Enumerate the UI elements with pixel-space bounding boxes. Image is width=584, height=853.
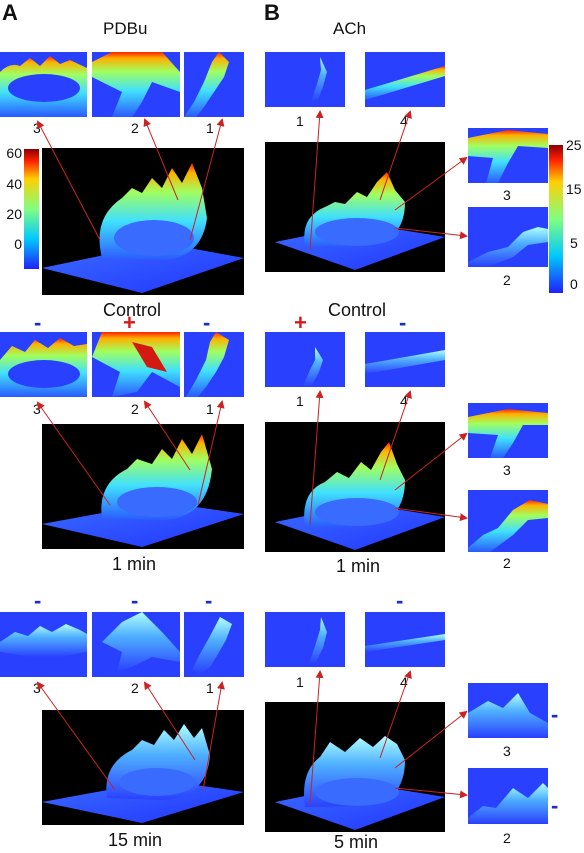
colorbar-tick: 20: [6, 206, 22, 222]
colorbar-tick: 60: [6, 145, 22, 161]
drug-label-pdbu: PDBu: [103, 19, 148, 38]
sign-minus: -: [551, 793, 559, 818]
thumb-b-5min-1: [265, 612, 345, 667]
condition-label: Control: [103, 300, 162, 320]
colorbar-tick: 0: [570, 276, 578, 292]
thumb-label: 1: [206, 401, 214, 417]
surface-plot-a-control: [42, 148, 244, 295]
thumb-b-control-1: [265, 52, 345, 107]
thumb-label: 4: [400, 113, 408, 129]
thumb-label: 2: [503, 272, 511, 288]
thumb-label: 3: [503, 462, 511, 478]
sign-minus: -: [131, 588, 139, 613]
thumb-b-1min-4: [365, 332, 445, 387]
colorbar-b: [549, 145, 563, 293]
thumb-label: 1: [296, 674, 304, 690]
thumb-a-control-1: [184, 52, 244, 117]
sign-plus: +: [123, 310, 136, 335]
thumb-label: 1: [206, 680, 214, 696]
thumb-label: 2: [131, 120, 139, 136]
sign-minus: -: [399, 310, 407, 335]
panel-letter-a: A: [2, 0, 18, 25]
panel-letter-b: B: [264, 0, 280, 25]
thumb-label: 3: [33, 680, 41, 696]
thumb-b-1min-2: [468, 490, 548, 552]
thumb-label: 2: [131, 680, 139, 696]
thumb-b-1min-1: [265, 332, 345, 387]
thumb-label: 1: [206, 120, 214, 136]
condition-label: 15 min: [108, 830, 163, 850]
colorbar-tick: 0: [14, 236, 22, 252]
thumb-b-5min-4: [365, 612, 445, 667]
condition-label: 1 min: [112, 554, 157, 574]
thumb-label: 4: [400, 674, 408, 690]
thumb-label: 2: [503, 555, 511, 571]
colorbar-tick: 5: [570, 235, 578, 251]
colorbar-a: [24, 149, 39, 269]
colorbar-tick: 25: [566, 137, 582, 153]
thumb-b-control-4: [365, 52, 445, 107]
thumb-label: 3: [33, 120, 41, 136]
surface-plot-b-1min: [265, 422, 445, 552]
thumb-label: 3: [503, 187, 511, 203]
sign-plus: +: [294, 310, 307, 335]
colorbar-tick: 15: [566, 181, 582, 197]
surface-plot-b-control: [265, 142, 445, 272]
surface-plot-a-1min: [42, 424, 244, 549]
sign-minus: -: [205, 588, 213, 613]
sign-minus: -: [34, 588, 42, 613]
thumb-label: 2: [503, 830, 511, 846]
thumb-a-1min-3: [0, 332, 87, 397]
thumb-a-control-2: [92, 52, 180, 117]
drug-label-ach: ACh: [333, 19, 367, 38]
thumb-label: 4: [400, 393, 408, 409]
thumb-a-15min-2: [92, 612, 180, 677]
sign-minus: -: [551, 702, 559, 727]
thumb-b-control-2: [468, 207, 548, 267]
sign-minus: -: [396, 588, 404, 613]
condition-label: 5 min: [334, 832, 379, 852]
colorbar-tick: 40: [6, 176, 22, 192]
thumb-label: 1: [296, 393, 304, 409]
thumb-b-5min-3: [468, 683, 548, 738]
thumb-label: 3: [503, 743, 511, 759]
thumb-label: 1: [296, 113, 304, 129]
surface-plot-b-5min: [265, 702, 445, 832]
thumb-label: 3: [33, 401, 41, 417]
thumb-b-control-3: [468, 128, 548, 183]
thumb-b-5min-2: [468, 768, 548, 824]
thumb-a-1min-2: [92, 332, 180, 397]
thumb-label: 2: [131, 401, 139, 417]
condition-label: 1 min: [336, 556, 381, 576]
sign-minus: -: [34, 310, 42, 335]
thumb-b-1min-3: [468, 403, 548, 458]
thumb-a-control-3: [0, 52, 87, 117]
thumb-a-1min-1: [184, 332, 244, 397]
condition-label: Control: [328, 300, 387, 320]
surface-plot-a-15min: [42, 710, 244, 825]
sign-minus: -: [203, 310, 211, 335]
thumb-a-15min-1: [184, 612, 244, 677]
thumb-a-15min-3: [0, 612, 87, 677]
